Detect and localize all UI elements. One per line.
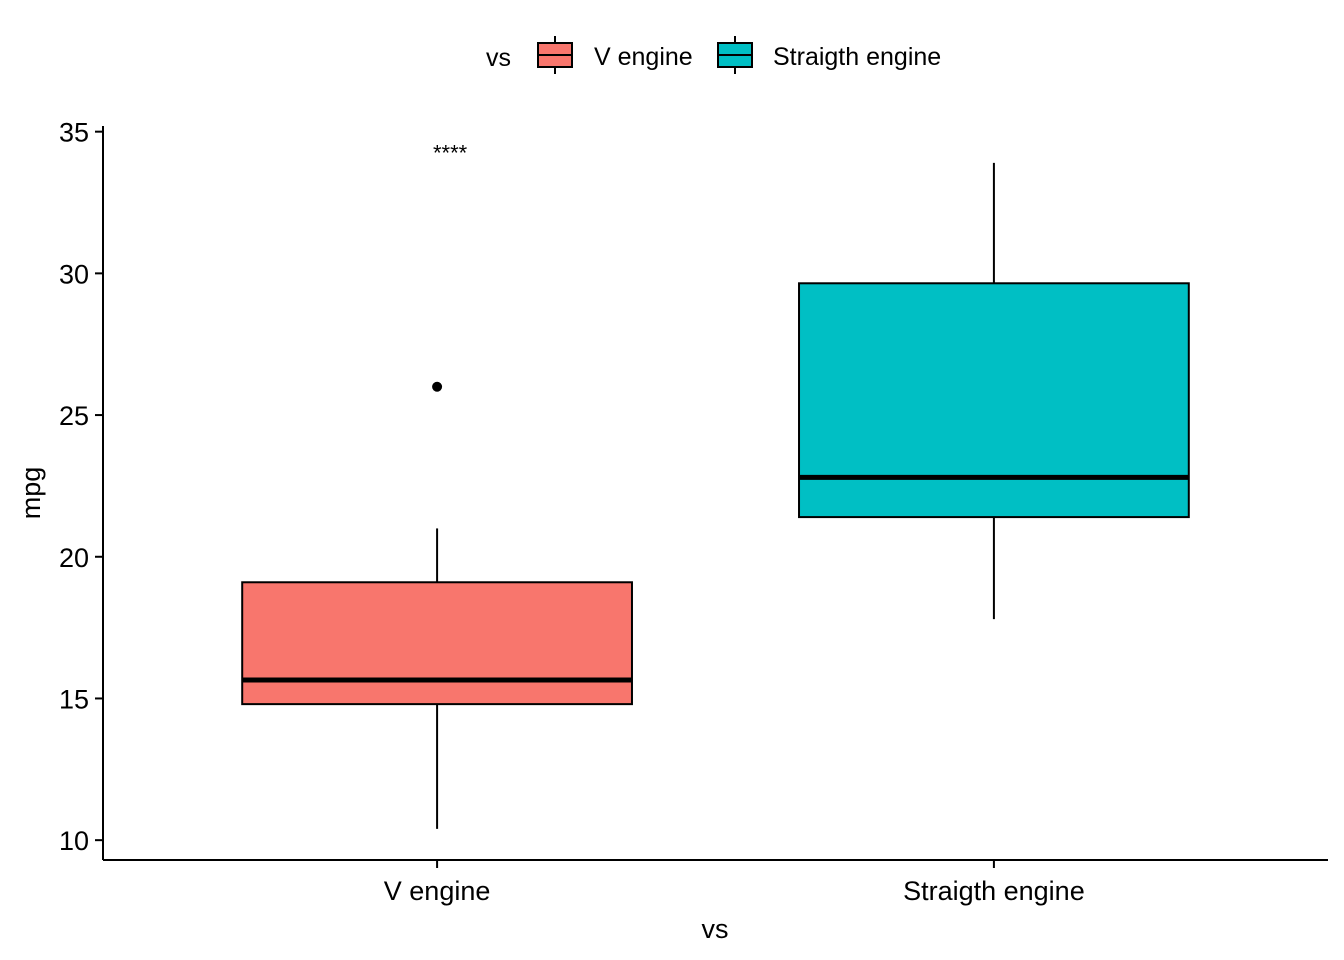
- y-tick-label-20: 20: [59, 543, 89, 573]
- y-tick-label-25: 25: [59, 401, 89, 431]
- x-axis-ticks: V engine Straigth engine: [384, 860, 1085, 906]
- boxes: ****: [241, 141, 1190, 829]
- legend-key-straigth-engine: [717, 36, 753, 74]
- significance-label: ****: [433, 141, 468, 166]
- y-axis-ticks: 10 15 20 25 30 35: [59, 118, 103, 856]
- legend-label-straigth-engine: Straigth engine: [773, 43, 941, 71]
- y-tick-label-10: 10: [59, 826, 89, 856]
- y-tick-label-30: 30: [59, 259, 89, 289]
- legend-key-v-engine: [537, 36, 573, 74]
- box-straigth-engine: [798, 282, 1190, 519]
- x-tick-label-straigth-engine: Straigth engine: [903, 876, 1085, 906]
- y-tick-label-35: 35: [59, 118, 89, 148]
- legend-title: vs: [486, 44, 511, 72]
- legend: vs V engine Straigth engine: [486, 36, 941, 74]
- box-v-engine: [241, 581, 633, 706]
- y-tick-label-15: 15: [59, 684, 89, 714]
- outlier-point-v-engine-0: [432, 381, 443, 392]
- legend-label-v-engine: V engine: [594, 43, 693, 71]
- box-group-straigth-engine: [798, 162, 1190, 620]
- x-axis-title: vs: [702, 914, 729, 944]
- box-group-v-engine: [241, 381, 633, 829]
- y-axis-title: mpg: [16, 467, 46, 520]
- x-tick-label-v-engine: V engine: [384, 876, 491, 906]
